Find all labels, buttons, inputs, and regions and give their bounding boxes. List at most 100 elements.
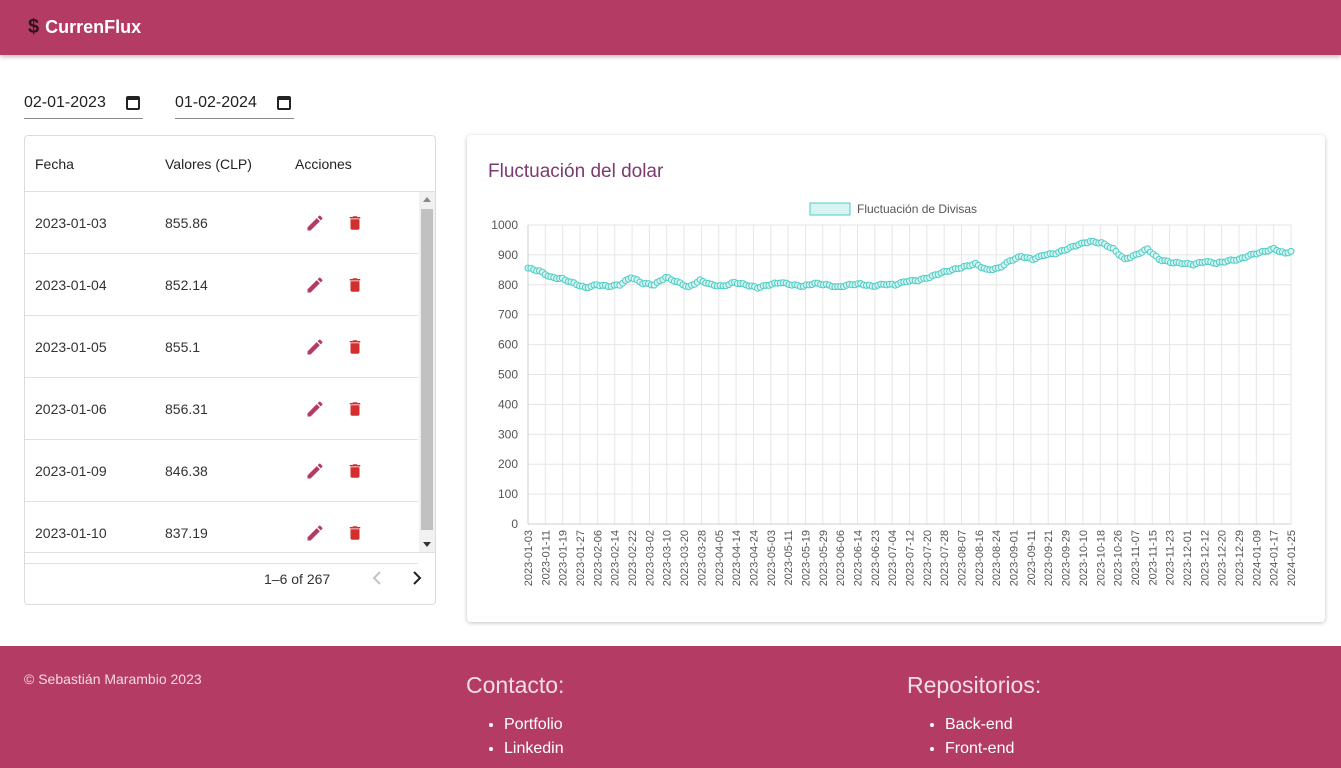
copyright: © Sebastián Marambio 2023 [24, 671, 202, 687]
x-tick-label: 2023-04-05 [714, 530, 726, 586]
cell-value: 855.86 [165, 214, 208, 231]
x-tick-label: 2023-08-24 [991, 530, 1003, 586]
header-value: Valores (CLP) [165, 155, 252, 172]
table-header: Fecha Valores (CLP) Acciones [25, 136, 435, 192]
cell-value: 855.1 [165, 338, 201, 355]
y-tick-label: 700 [498, 308, 518, 322]
x-tick-label: 2023-09-01 [1009, 530, 1021, 586]
start-date-value: 02-01-2023 [24, 94, 106, 111]
chevron-right-icon[interactable] [405, 566, 429, 590]
link-linkedin[interactable]: Linkedin [504, 737, 564, 761]
delete-icon[interactable] [346, 461, 364, 481]
x-tick-label: 2023-07-28 [939, 530, 951, 586]
x-tick-label: 2023-05-11 [783, 530, 795, 585]
x-tick-label: 2023-11-23 [1165, 530, 1177, 585]
cell-date: 2023-01-09 [35, 462, 107, 479]
cell-value: 856.31 [165, 400, 208, 417]
pagination: 1–6 of 267 [25, 552, 435, 604]
y-tick-label: 0 [511, 517, 518, 531]
x-tick-label: 2023-06-06 [835, 530, 847, 586]
x-tick-label: 2023-01-19 [558, 530, 570, 586]
edit-icon[interactable] [305, 523, 325, 543]
edit-icon[interactable] [305, 461, 325, 481]
table-body: 2023-01-03 855.86 2023-01-04 852.14 2023-01-… [25, 192, 418, 564]
calendar-icon[interactable] [277, 96, 291, 110]
dollar-icon: $ [28, 16, 40, 38]
header-date: Fecha [35, 155, 74, 172]
contact-section: Contacto: Portfolio Linkedin [466, 672, 564, 761]
x-tick-label: 2023-08-07 [957, 530, 969, 586]
delete-icon[interactable] [346, 213, 364, 233]
repos-title: Repositorios: [907, 672, 1042, 698]
x-tick-label: 2023-10-10 [1078, 530, 1090, 586]
x-tick-label: 2023-05-03 [766, 530, 778, 586]
x-tick-label: 2023-03-02 [644, 530, 656, 586]
cell-date: 2023-01-05 [35, 338, 107, 355]
x-tick-label: 2023-12-01 [1182, 530, 1194, 586]
delete-icon[interactable] [346, 337, 364, 357]
x-tick-label: 2023-09-21 [1043, 530, 1055, 586]
cell-date: 2023-01-10 [35, 524, 107, 541]
data-point [1287, 247, 1295, 255]
x-tick-label: 2023-02-22 [627, 530, 639, 586]
x-tick-label: 2023-11-07 [1130, 530, 1142, 585]
cell-date: 2023-01-04 [35, 276, 107, 293]
x-tick-label: 2023-11-15 [1147, 530, 1159, 585]
edit-icon[interactable] [305, 399, 325, 419]
table-row: 2023-01-09 846.38 [25, 440, 418, 502]
line-chart: 0 100 200 300 400 500 600 700 800 900 1000 2023-01-… [491, 202, 1298, 586]
x-tick-label: 2023-05-19 [800, 530, 812, 586]
scroll-down-icon[interactable] [423, 542, 431, 547]
x-tick-label: 2024-01-09 [1251, 530, 1263, 586]
delete-icon[interactable] [346, 275, 364, 295]
start-date-input[interactable]: 02-01-2023 [24, 88, 143, 119]
delete-icon[interactable] [346, 399, 364, 419]
x-tick-label: 2023-07-12 [905, 530, 917, 586]
header-actions: Acciones [295, 155, 352, 172]
app-title: CurrenFlux [45, 17, 142, 37]
chevron-left-icon[interactable] [365, 566, 389, 590]
table-scrollbar[interactable] [419, 192, 435, 552]
x-tick-label: 2023-08-16 [974, 530, 986, 586]
scroll-up-icon[interactable] [423, 197, 431, 202]
x-tick-label: 2023-12-20 [1217, 530, 1229, 586]
x-tick-label: 2023-10-26 [1113, 530, 1125, 586]
link-backend[interactable]: Back-end [945, 713, 1041, 737]
y-tick-label: 100 [498, 487, 518, 501]
x-tick-label: 2023-10-18 [1095, 530, 1107, 586]
edit-icon[interactable] [305, 337, 325, 357]
x-tick-label: 2023-01-03 [523, 530, 535, 586]
app-bar: $ CurrenFlux [0, 0, 1341, 55]
end-date-input[interactable]: 01-02-2024 [175, 88, 294, 119]
x-tick-label: 2023-03-28 [696, 530, 708, 586]
edit-icon[interactable] [305, 275, 325, 295]
legend-swatch [809, 202, 851, 216]
edit-icon[interactable] [305, 213, 325, 233]
x-tick-label: 2023-07-04 [887, 530, 899, 586]
y-tick-label: 200 [498, 457, 518, 471]
table-row: 2023-01-06 856.31 [25, 378, 418, 440]
end-date-value: 01-02-2024 [175, 94, 257, 111]
y-tick-label: 800 [498, 278, 518, 292]
pagination-range: 1–6 of 267 [264, 571, 331, 587]
x-tick-label: 2023-06-14 [852, 530, 864, 586]
y-tick-label: 600 [498, 338, 518, 352]
delete-icon[interactable] [346, 523, 364, 543]
scrollbar-thumb[interactable] [421, 209, 433, 530]
legend-label: Fluctuación de Divisas [857, 202, 977, 216]
cell-value: 846.38 [165, 462, 208, 479]
contact-title: Contacto: [466, 672, 565, 698]
link-portfolio[interactable]: Portfolio [504, 713, 564, 737]
x-tick-label: 2023-03-10 [662, 530, 674, 586]
footer: © Sebastián Marambio 2023 Contacto: Port… [0, 646, 1341, 768]
calendar-icon[interactable] [126, 96, 140, 110]
x-tick-label: 2023-07-20 [922, 530, 934, 586]
x-tick-label: 2023-03-20 [679, 530, 691, 586]
x-tick-label: 2023-09-11 [1026, 530, 1038, 585]
y-tick-label: 900 [498, 248, 518, 262]
link-frontend[interactable]: Front-end [945, 737, 1041, 761]
x-tick-label: 2023-01-11 [540, 530, 552, 585]
x-tick-label: 2023-06-23 [870, 530, 882, 586]
x-tick-label: 2023-04-14 [731, 530, 743, 586]
chart-title: Fluctuación del dolar [488, 161, 664, 182]
